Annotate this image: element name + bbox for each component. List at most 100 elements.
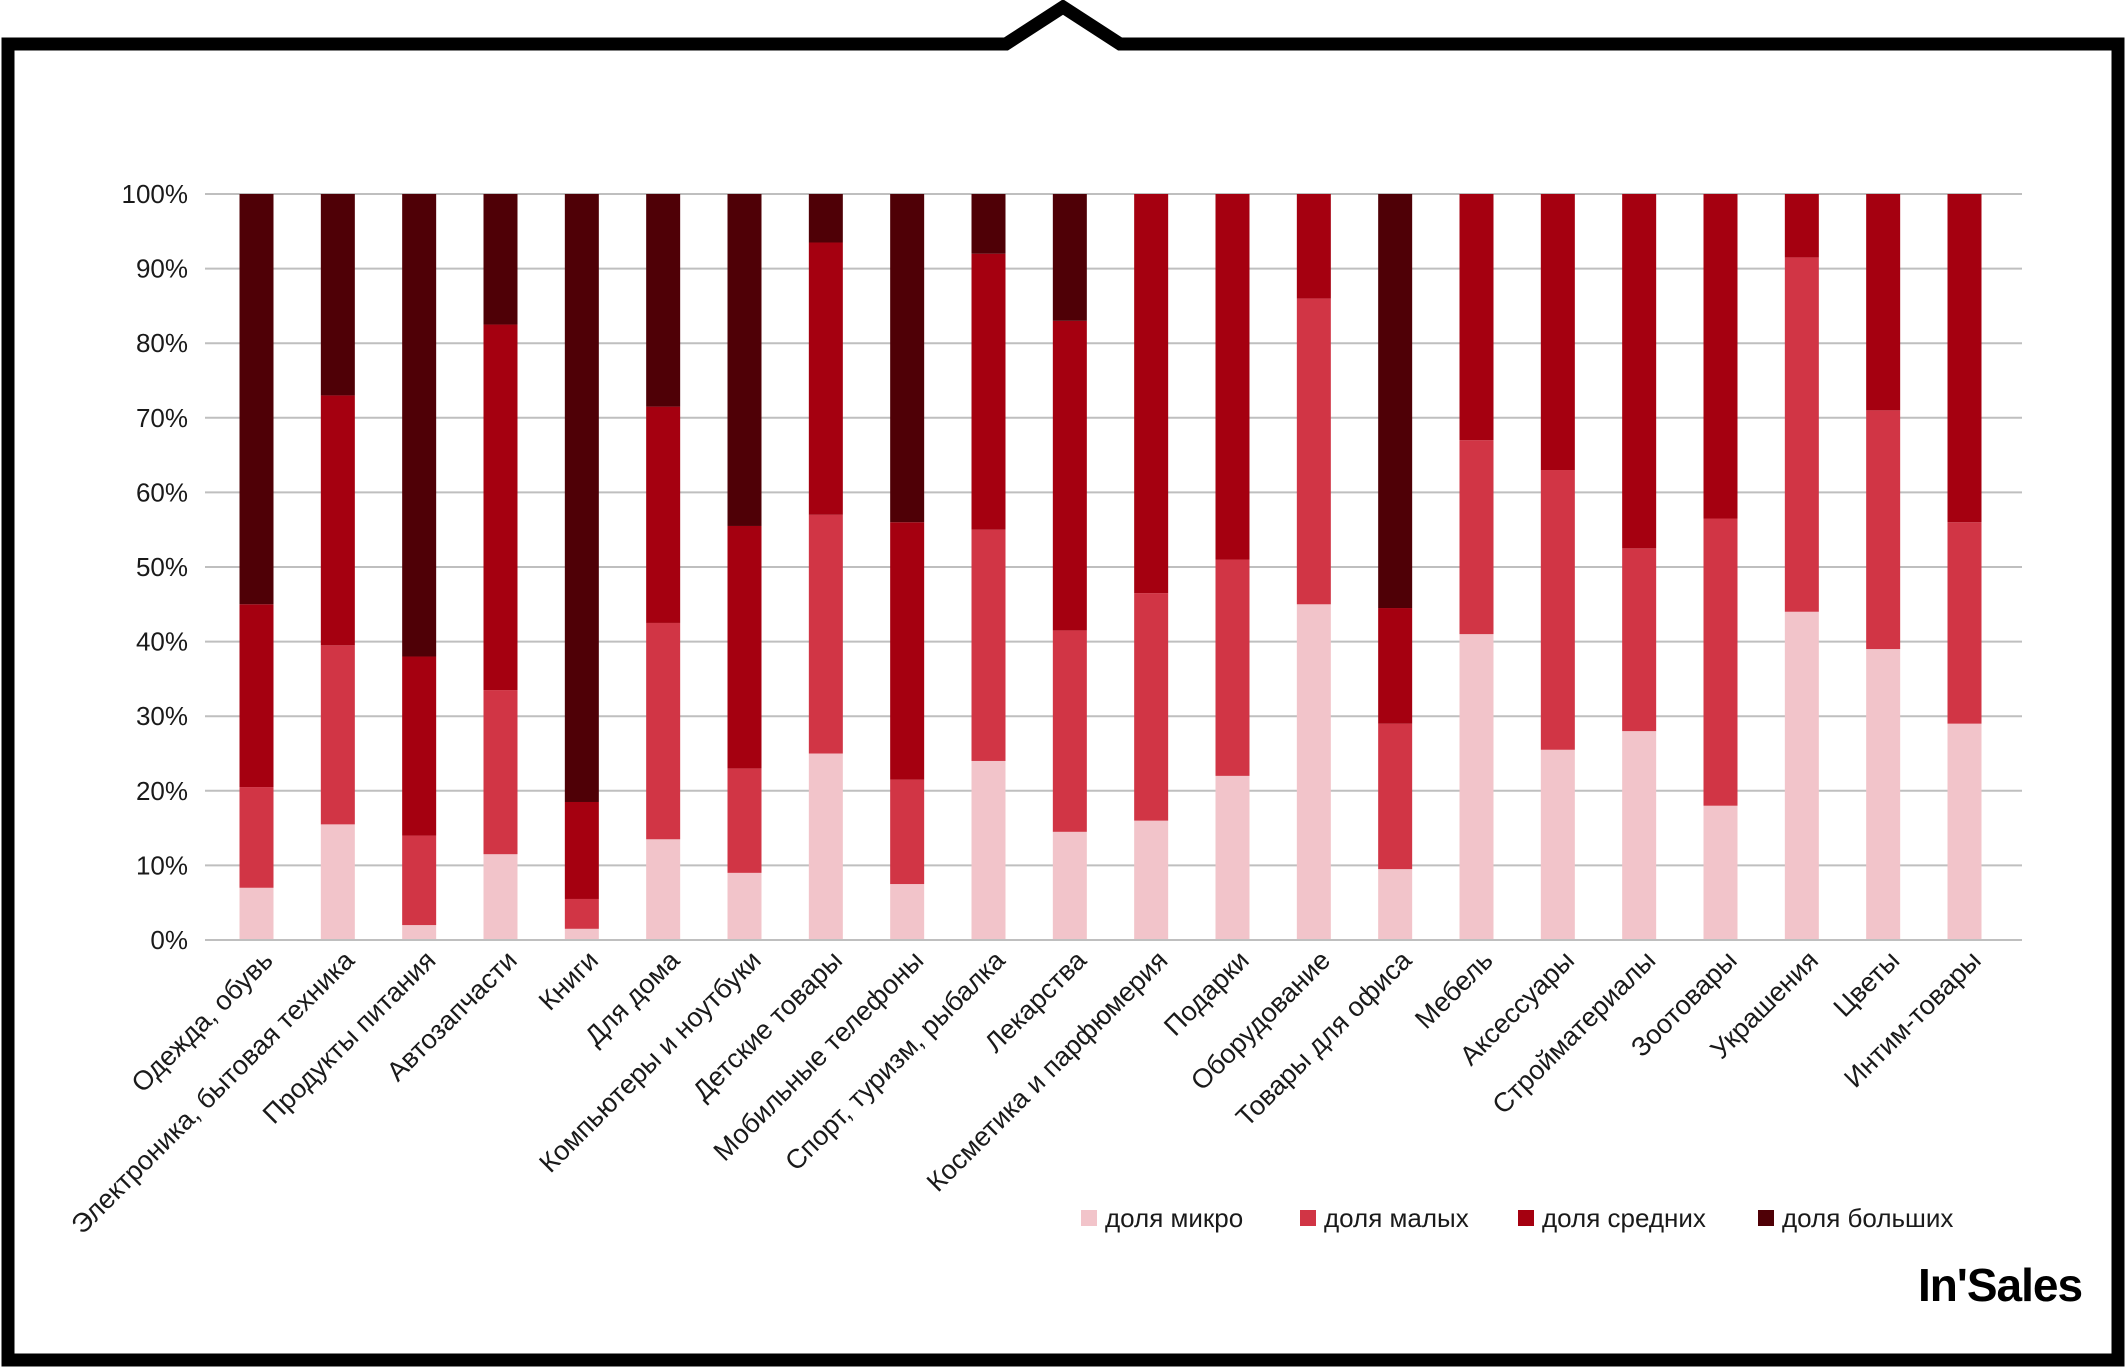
bar-stack bbox=[727, 194, 762, 940]
bar-segment bbox=[1784, 611, 1819, 940]
bar-stack bbox=[402, 194, 437, 940]
y-tick-label: 80% bbox=[136, 328, 188, 358]
y-tick-label: 0% bbox=[150, 925, 188, 955]
bar-stack bbox=[483, 194, 518, 940]
x-category-label: Книги bbox=[533, 945, 604, 1016]
bar-segment bbox=[646, 406, 681, 623]
bar-segment bbox=[808, 753, 843, 940]
bar-segment bbox=[727, 872, 762, 940]
y-tick-label: 70% bbox=[136, 403, 188, 433]
y-tick-label: 90% bbox=[136, 254, 188, 284]
bar-segment bbox=[1052, 194, 1087, 321]
legend-label: доля средних bbox=[1542, 1203, 1706, 1233]
bar-stack bbox=[1215, 194, 1250, 940]
bar-segment bbox=[320, 645, 355, 825]
bar-stack bbox=[1947, 194, 1982, 940]
x-category-label: Одежда, обувь bbox=[126, 945, 279, 1098]
bar-stack bbox=[1622, 194, 1657, 940]
bar-segment bbox=[1296, 194, 1331, 299]
bar-stack bbox=[1134, 194, 1169, 940]
x-category-label: Детские товары bbox=[687, 945, 848, 1106]
bar-segment bbox=[1378, 194, 1413, 609]
bar-segment bbox=[320, 194, 355, 396]
y-tick-label: 40% bbox=[136, 627, 188, 657]
y-tick-label: 50% bbox=[136, 552, 188, 582]
bars bbox=[205, 194, 2022, 941]
bar-segment bbox=[890, 522, 925, 780]
legend-label: доля малых bbox=[1324, 1203, 1469, 1233]
bar-stack bbox=[1296, 194, 1331, 940]
bar-segment bbox=[483, 854, 518, 940]
bar-segment bbox=[1134, 194, 1169, 594]
bar-segment bbox=[890, 884, 925, 940]
bar-stack bbox=[239, 194, 274, 940]
bar-segment bbox=[320, 395, 355, 646]
bar-stack bbox=[320, 194, 355, 940]
bar-segment bbox=[1540, 470, 1575, 750]
bar-segment bbox=[1459, 440, 1494, 635]
bar-stack bbox=[1378, 194, 1413, 940]
bar-stack bbox=[808, 194, 843, 940]
bar-stack bbox=[646, 194, 681, 940]
bar-segment bbox=[402, 925, 437, 940]
bar-segment bbox=[727, 768, 762, 873]
bar-segment bbox=[890, 779, 925, 885]
bar-segment bbox=[1866, 649, 1901, 940]
bar-segment bbox=[1866, 410, 1901, 650]
bar-segment bbox=[402, 656, 437, 836]
legend-swatch bbox=[1300, 1210, 1316, 1226]
y-tick-label: 10% bbox=[136, 850, 188, 880]
insales-logo: In'Sales bbox=[1918, 1259, 2083, 1311]
bar-stack bbox=[1784, 194, 1819, 940]
legend-item: доля средних bbox=[1518, 1203, 1706, 1233]
bar-segment bbox=[1703, 805, 1738, 940]
bar-segment bbox=[564, 194, 599, 802]
bar-segment bbox=[1296, 298, 1331, 605]
bar-segment bbox=[564, 898, 599, 929]
bar-segment bbox=[402, 194, 437, 657]
bar-segment bbox=[1052, 630, 1087, 832]
bar-segment bbox=[646, 839, 681, 940]
legend: доля микро доля малых доля средних доля бол… bbox=[1081, 1203, 1953, 1233]
grid-lines bbox=[205, 193, 2022, 941]
bar-segment bbox=[971, 194, 1006, 254]
x-category-label: Цветы bbox=[1828, 945, 1906, 1023]
legend-item: доля больших bbox=[1758, 1203, 1953, 1233]
bar-stack bbox=[564, 194, 599, 940]
bar-segment bbox=[239, 887, 274, 940]
bar-segment bbox=[1215, 775, 1250, 940]
bar-segment bbox=[727, 194, 762, 526]
bar-segment bbox=[727, 525, 762, 769]
bar-segment bbox=[1052, 831, 1087, 940]
legend-swatch bbox=[1518, 1210, 1534, 1226]
bar-segment bbox=[971, 760, 1006, 940]
bar-segment bbox=[564, 801, 599, 899]
bar-stack bbox=[1052, 194, 1087, 940]
bar-segment bbox=[1947, 194, 1982, 523]
bar-segment bbox=[1622, 548, 1657, 732]
bar-stack bbox=[890, 194, 925, 940]
bar-segment bbox=[1703, 518, 1738, 806]
bar-segment bbox=[808, 514, 843, 754]
bar-segment bbox=[1459, 634, 1494, 940]
bar-stack bbox=[1866, 194, 1901, 940]
bar-segment bbox=[483, 324, 518, 691]
bar-segment bbox=[1378, 869, 1413, 940]
bar-segment bbox=[1622, 731, 1657, 940]
bar-segment bbox=[239, 604, 274, 788]
bar-segment bbox=[1866, 194, 1901, 411]
bar-segment bbox=[971, 253, 1006, 530]
y-tick-label: 20% bbox=[136, 776, 188, 806]
legend-label: доля больших bbox=[1782, 1203, 1953, 1233]
bar-segment bbox=[1540, 194, 1575, 471]
bar-segment bbox=[1784, 257, 1819, 612]
bar-segment bbox=[1378, 723, 1413, 870]
y-tick-label: 100% bbox=[122, 179, 189, 209]
y-tick-label: 60% bbox=[136, 477, 188, 507]
bar-segment bbox=[1622, 194, 1657, 549]
x-category-label: Оборудование bbox=[1185, 945, 1336, 1096]
bar-segment bbox=[320, 824, 355, 940]
